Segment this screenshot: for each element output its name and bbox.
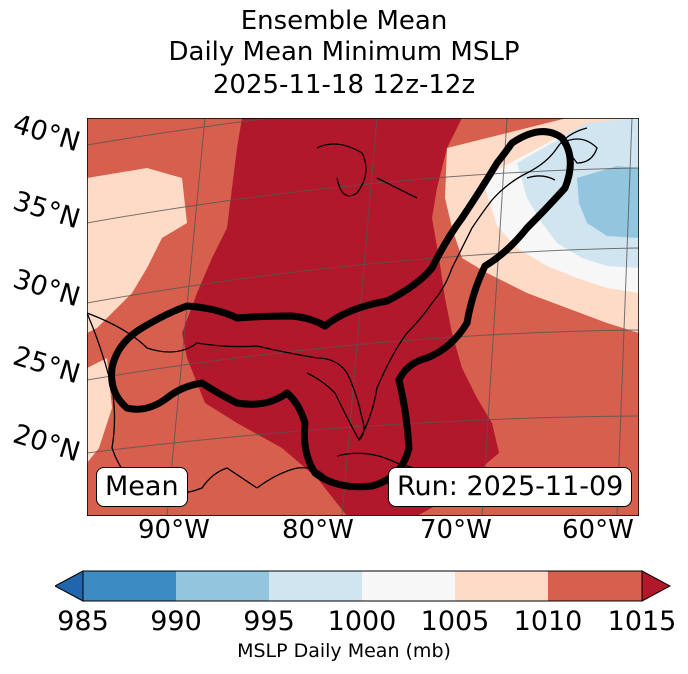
coastline-yucatan: [256, 467, 328, 489]
colorbar-tick-1005: 1005: [420, 606, 490, 637]
grid-lon-60: [616, 118, 633, 516]
grid-lat-20: [87, 415, 639, 454]
colorbar: [55, 570, 671, 602]
colorbar-bin-995: [269, 571, 362, 601]
region-990: [577, 166, 639, 238]
grid-lon-80: [341, 118, 378, 516]
grid-lat-35: [87, 167, 639, 224]
nova-scotia: [526, 175, 556, 181]
colorbar-label: MSLP Daily Mean (mb): [237, 640, 451, 662]
colorbar-tick-1015: 1015: [607, 606, 677, 637]
colorbar-bin-990: [176, 571, 269, 601]
colorbar-tick-1000: 1000: [327, 606, 397, 637]
lat-label-30: 30°N: [9, 263, 84, 314]
grid-lat-25: [87, 329, 639, 381]
colorbar-tick-985: 985: [57, 606, 109, 637]
colorbar-tick-1010: 1010: [513, 606, 583, 637]
newfoundland: [561, 138, 598, 164]
colorbar-bin-1000: [362, 571, 455, 601]
coastline-atlantic: [358, 127, 588, 441]
lon-label-70: 70°W: [420, 515, 492, 545]
lon-label-60: 60°W: [562, 515, 634, 545]
colorbar-extend-low: [55, 570, 84, 602]
colorbar-tick-990: 990: [150, 606, 202, 637]
grid-lat-30: [87, 247, 639, 304]
title-line-3: 2025-11-18 12z-12z: [212, 70, 476, 100]
colorbar-bin-985: [83, 571, 176, 601]
title-line-2: Daily Mean Minimum MSLP: [168, 37, 520, 67]
lon-label-90: 90°W: [138, 515, 210, 545]
coastline-gulf: [87, 312, 365, 442]
grid-lon-90: [166, 118, 206, 516]
colorbar-bin-1010: [548, 571, 642, 601]
grid-lon-70: [481, 118, 508, 516]
probability-contour: [108, 128, 574, 491]
colorbar-bin-1005: [455, 571, 548, 601]
run-date-box: Run: 2025-11-09: [388, 467, 633, 507]
great-lakes: [316, 143, 418, 199]
lat-label-40: 40°N: [9, 108, 84, 159]
grid-lat-40: [87, 118, 276, 146]
title-line-1: Ensemble Mean: [240, 6, 448, 36]
colorbar-extend-high: [641, 570, 671, 602]
lat-label-35: 35°N: [9, 185, 84, 236]
lon-label-80: 80°W: [282, 515, 354, 545]
lat-label-20: 20°N: [9, 418, 84, 469]
colorbar-tick-995: 995: [243, 606, 295, 637]
map: [87, 118, 639, 516]
lat-label-25: 25°N: [9, 340, 84, 391]
mean-label-box: Mean: [96, 467, 188, 507]
region-1005-southwest: [87, 358, 112, 463]
region-1005-west: [87, 168, 187, 333]
